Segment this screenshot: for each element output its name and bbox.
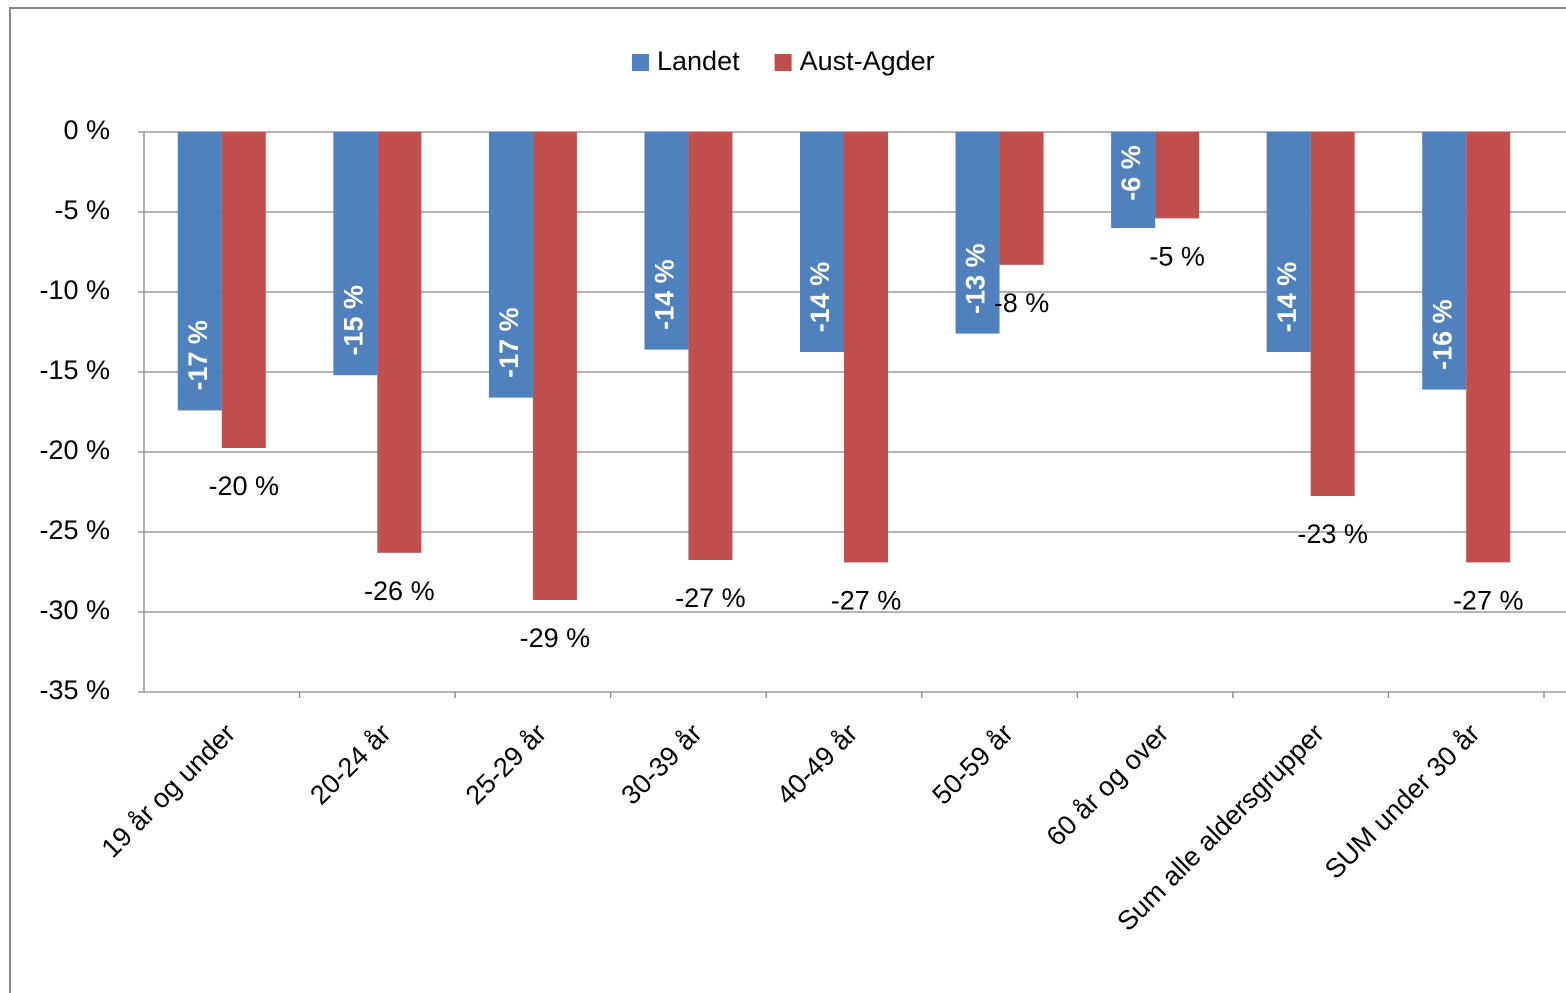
data-label: -27 % xyxy=(675,583,746,613)
y-tick-label: -10 % xyxy=(39,275,110,305)
data-label: -23 % xyxy=(1297,519,1368,549)
data-label: -15 % xyxy=(338,285,368,356)
bar xyxy=(177,132,222,411)
legend-swatch xyxy=(774,54,792,71)
y-tick-label: -15 % xyxy=(39,355,110,385)
bar xyxy=(1155,132,1200,219)
data-label: -5 % xyxy=(1149,242,1205,272)
data-label: -20 % xyxy=(209,471,280,501)
y-tick-label: 0 % xyxy=(63,115,110,145)
data-label: -17 % xyxy=(183,320,213,391)
bar xyxy=(1466,132,1511,563)
x-tick-label: 50-59 år xyxy=(927,718,1019,810)
bar xyxy=(688,132,733,560)
x-tick-label: 60 år og over xyxy=(1041,718,1175,852)
legend-label: Landet xyxy=(657,46,740,76)
x-tick-label: 25-29 år xyxy=(460,718,552,810)
bar xyxy=(1310,132,1355,496)
legend-label: Aust-Agder xyxy=(800,46,935,76)
bar xyxy=(844,132,888,563)
data-label: -29 % xyxy=(520,623,591,653)
bar xyxy=(1422,132,1467,390)
x-tick-label: 40-49 år xyxy=(771,718,863,810)
bar xyxy=(1111,132,1156,228)
bar xyxy=(1266,132,1311,352)
bar xyxy=(333,132,378,376)
data-label: -16 % xyxy=(1427,299,1457,370)
data-label: -13 % xyxy=(961,243,991,314)
y-tick-label: -25 % xyxy=(39,515,110,545)
chart-frame xyxy=(9,7,1566,993)
bar xyxy=(377,132,422,553)
data-label: -26 % xyxy=(364,576,435,606)
x-tick-label: 20-24 år xyxy=(304,718,396,810)
y-tick-label: -5 % xyxy=(54,195,110,225)
bar xyxy=(532,132,577,600)
data-label: -8 % xyxy=(994,288,1050,318)
bar xyxy=(488,132,533,398)
legend-swatch xyxy=(632,54,649,71)
data-label: -6 % xyxy=(1116,145,1146,201)
y-tick-label: -35 % xyxy=(39,675,110,705)
data-label: -14 % xyxy=(1272,262,1302,333)
data-label: -17 % xyxy=(494,307,524,378)
x-tick-label: 19 år og under xyxy=(96,718,241,863)
x-tick-label: 30-39 år xyxy=(615,718,707,810)
y-tick-label: -20 % xyxy=(39,435,110,465)
bar xyxy=(800,132,844,352)
data-label: -14 % xyxy=(805,262,835,333)
x-tick-label: SUM under 30 år xyxy=(1319,718,1486,885)
data-label: -27 % xyxy=(831,586,902,616)
bar xyxy=(644,132,689,350)
data-label: -14 % xyxy=(650,259,680,330)
bar xyxy=(999,132,1044,265)
y-tick-label: -30 % xyxy=(39,595,110,625)
bar xyxy=(221,132,266,448)
bar xyxy=(955,132,1000,334)
data-label: -27 % xyxy=(1453,586,1524,616)
